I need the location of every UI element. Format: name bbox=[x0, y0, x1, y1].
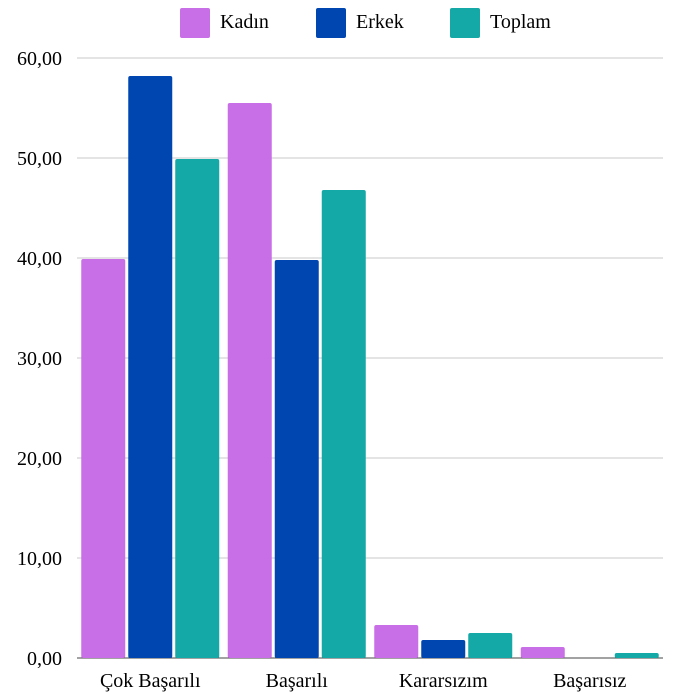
grid bbox=[77, 57, 663, 659]
legend-swatch-toplam bbox=[450, 8, 480, 38]
legend: Kadın Erkek Toplam bbox=[180, 8, 551, 38]
bars bbox=[81, 76, 659, 658]
x-category-label: Çok Başarılı bbox=[100, 670, 201, 692]
bar-erkek-0 bbox=[128, 76, 173, 658]
legend-swatch-kadın bbox=[180, 8, 210, 38]
y-tick-label: 40,00 bbox=[17, 248, 62, 270]
bar-kadın-3 bbox=[520, 647, 565, 658]
legend-swatch-erkek bbox=[316, 8, 346, 38]
x-category-label: Başarılı bbox=[266, 670, 329, 692]
bar-toplam-2 bbox=[468, 633, 513, 658]
bar-toplam-1 bbox=[321, 190, 366, 658]
x-axis-categories: Çok Başarılı Başarılı Kararsızım Başarısız bbox=[100, 670, 627, 692]
y-tick-label: 20,00 bbox=[17, 448, 62, 470]
legend-label-kadın: Kadın bbox=[220, 11, 269, 33]
bar-erkek-2 bbox=[421, 640, 466, 658]
bar-kadın-1 bbox=[227, 103, 272, 658]
y-tick-label: 30,00 bbox=[17, 348, 62, 370]
y-tick-label: 50,00 bbox=[17, 148, 62, 170]
x-category-label: Başarısız bbox=[553, 670, 626, 692]
x-category-label: Kararsızım bbox=[399, 670, 488, 692]
y-tick-label: 0,00 bbox=[27, 648, 62, 670]
y-tick-label: 10,00 bbox=[17, 548, 62, 570]
bar-kadın-0 bbox=[81, 259, 126, 658]
bar-toplam-3 bbox=[614, 653, 659, 658]
y-tick-label: 60,00 bbox=[17, 48, 62, 70]
legend-label-erkek: Erkek bbox=[356, 11, 404, 33]
bar-kadın-2 bbox=[374, 625, 419, 658]
y-axis-ticks: 0,00 10,00 20,00 30,00 40,00 50,00 60,00 bbox=[17, 48, 62, 670]
bar-toplam-0 bbox=[175, 159, 220, 658]
legend-label-toplam: Toplam bbox=[490, 11, 551, 33]
bar-erkek-1 bbox=[274, 260, 319, 658]
